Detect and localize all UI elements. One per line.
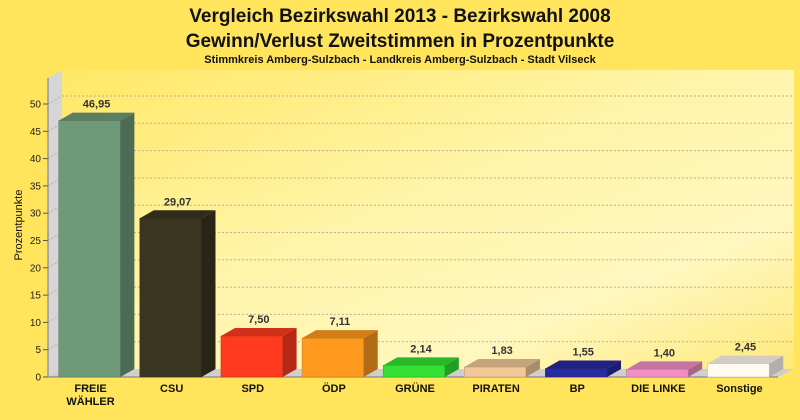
y-tick-label: 40 (30, 154, 42, 165)
bar-front (301, 337, 364, 378)
bar-side (607, 360, 622, 377)
bar-3 (301, 330, 378, 378)
y-tick-label: 10 (30, 318, 42, 329)
bar-top (302, 330, 378, 339)
x-tick-label: WÄHLER (66, 395, 114, 408)
x-tick-label: PIRATEN (472, 383, 520, 395)
y-tick-label: 50 (30, 100, 42, 111)
bar-front (139, 218, 202, 378)
data-label: 1,55 (573, 347, 594, 359)
y-tick-label: 30 (30, 209, 42, 220)
bar-side (525, 359, 540, 377)
x-tick-label: GRÜNE (395, 382, 435, 395)
bar-1 (139, 210, 216, 378)
gridline (47, 95, 794, 105)
bar-side (201, 210, 216, 377)
bar-0 (58, 112, 135, 378)
bar-front (464, 366, 527, 378)
bar-front (382, 365, 446, 378)
chart-subtitle: Stimmkreis Amberg-Sulzbach - Landkreis A… (204, 54, 596, 66)
y-axis-label: Prozentpunkte (13, 190, 25, 261)
data-label: 46,95 (83, 99, 111, 111)
data-label: 7,11 (329, 316, 350, 328)
bar-top (626, 361, 703, 370)
y-tick-label: 25 (30, 236, 42, 247)
bar-front (626, 369, 689, 378)
bar-2 (220, 328, 297, 378)
x-tick-label: SPD (241, 383, 264, 395)
bar-5 (464, 359, 540, 378)
y-tick-label: 15 (30, 291, 42, 302)
x-tick-label: ÖDP (322, 382, 346, 395)
x-tick-label: FREIE (74, 383, 106, 395)
bar-8 (707, 355, 784, 378)
bar-front (707, 363, 770, 378)
data-label: 1,40 (654, 347, 675, 359)
y-tick-label: 20 (30, 263, 42, 274)
bar-side (769, 355, 784, 377)
bar-side (282, 328, 297, 377)
x-tick-label: Sonstige (716, 383, 762, 395)
bar-side (120, 112, 135, 377)
x-tick-label: DIE LINKE (631, 383, 685, 395)
bar-front (58, 120, 121, 378)
data-label: 2,45 (735, 342, 756, 354)
y-tick-label: 5 (35, 345, 41, 356)
bar-top (707, 355, 784, 364)
bar-top (139, 210, 216, 219)
bar-top (545, 360, 622, 369)
bar-top (220, 328, 297, 337)
data-label: 2,14 (410, 343, 432, 355)
bar-7 (626, 361, 703, 378)
bar-front (545, 368, 608, 378)
chart-title-line-1: Vergleich Bezirkswahl 2013 - Bezirkswahl… (189, 6, 611, 27)
bar-top (58, 112, 135, 121)
data-label: 29,07 (164, 196, 192, 208)
bar-4 (382, 357, 459, 378)
bar-top (383, 357, 459, 366)
data-label: 1,83 (491, 345, 512, 357)
bar-front (220, 335, 283, 378)
bar-top (464, 359, 540, 368)
bar-side (444, 357, 459, 377)
x-tick-label: BP (570, 383, 585, 395)
bar-side (363, 330, 378, 377)
bar-6 (545, 360, 622, 378)
chart-title: Vergleich Bezirkswahl 2013 - Bezirkswahl… (0, 4, 800, 54)
data-label: 7,50 (248, 314, 269, 326)
y-tick-label: 35 (30, 181, 42, 192)
chart-title-line-2: Gewinn/Verlust Zweitstimmen in Prozentpu… (185, 31, 615, 52)
x-tick-label: CSU (160, 383, 183, 395)
y-tick-label: 45 (30, 127, 42, 138)
y-tick-label: 0 (35, 373, 41, 384)
bar-side (688, 361, 703, 377)
